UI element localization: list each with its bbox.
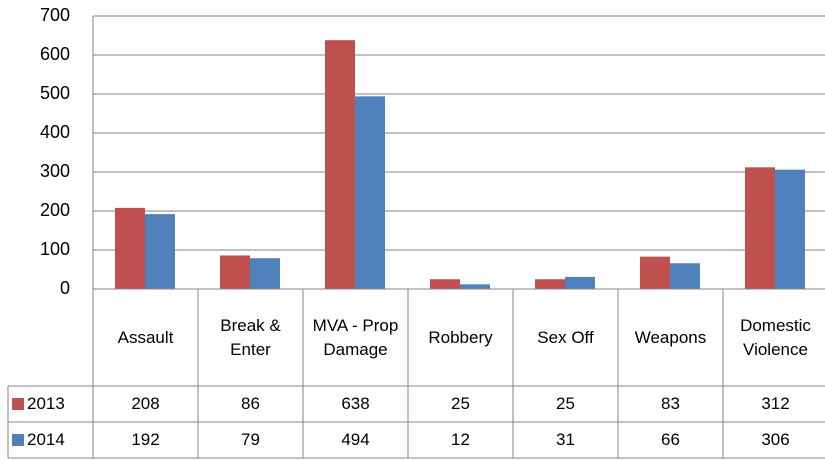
category-label: Sex Off	[537, 327, 594, 347]
table-value: 208	[131, 394, 160, 413]
bar	[535, 279, 565, 289]
y-tick-label: 600	[40, 44, 70, 64]
legend-swatch	[12, 434, 24, 446]
category-label: MVA - Prop Damage	[312, 315, 399, 359]
table-value: 306	[761, 430, 790, 449]
table-value: 66	[661, 430, 680, 449]
table-value: 79	[241, 430, 260, 449]
category-label: Break & Enter	[220, 315, 281, 359]
bar	[430, 279, 460, 289]
y-tick-label: 0	[60, 278, 70, 298]
legend-label: 2014	[27, 430, 65, 449]
bar	[670, 263, 700, 289]
bar	[745, 167, 775, 289]
table-value: 25	[451, 394, 470, 413]
category-label: Assault	[117, 327, 174, 347]
bar	[220, 255, 250, 289]
y-tick-label: 100	[40, 239, 70, 259]
category-label: Domestic Violence	[740, 315, 811, 359]
bar	[355, 96, 385, 289]
bar	[775, 169, 805, 289]
table-value: 83	[661, 394, 680, 413]
y-tick-label: 400	[40, 122, 70, 142]
bar	[460, 284, 490, 289]
bar	[145, 214, 175, 289]
table-value: 86	[241, 394, 260, 413]
legend-label: 2013	[27, 394, 65, 413]
table-value: 25	[556, 394, 575, 413]
table-value: 494	[341, 430, 370, 449]
category-label: Weapons	[634, 327, 707, 347]
y-tick-label: 300	[40, 161, 70, 181]
legend-entry: 2013	[12, 386, 65, 422]
bar	[250, 258, 280, 289]
legend-swatch	[12, 398, 24, 410]
bar	[565, 276, 595, 289]
bar	[115, 207, 145, 289]
y-tick-label: 500	[40, 83, 70, 103]
table-value: 192	[131, 430, 160, 449]
y-tick-label: 200	[40, 200, 70, 220]
y-tick-label: 700	[40, 5, 70, 25]
bar	[640, 256, 670, 289]
category-label: Robbery	[428, 327, 493, 347]
table-value: 312	[761, 394, 790, 413]
legend-entry: 2014	[12, 422, 65, 458]
table-value: 12	[451, 430, 470, 449]
table-value: 638	[341, 394, 370, 413]
bar	[325, 40, 355, 290]
table-value: 31	[556, 430, 575, 449]
